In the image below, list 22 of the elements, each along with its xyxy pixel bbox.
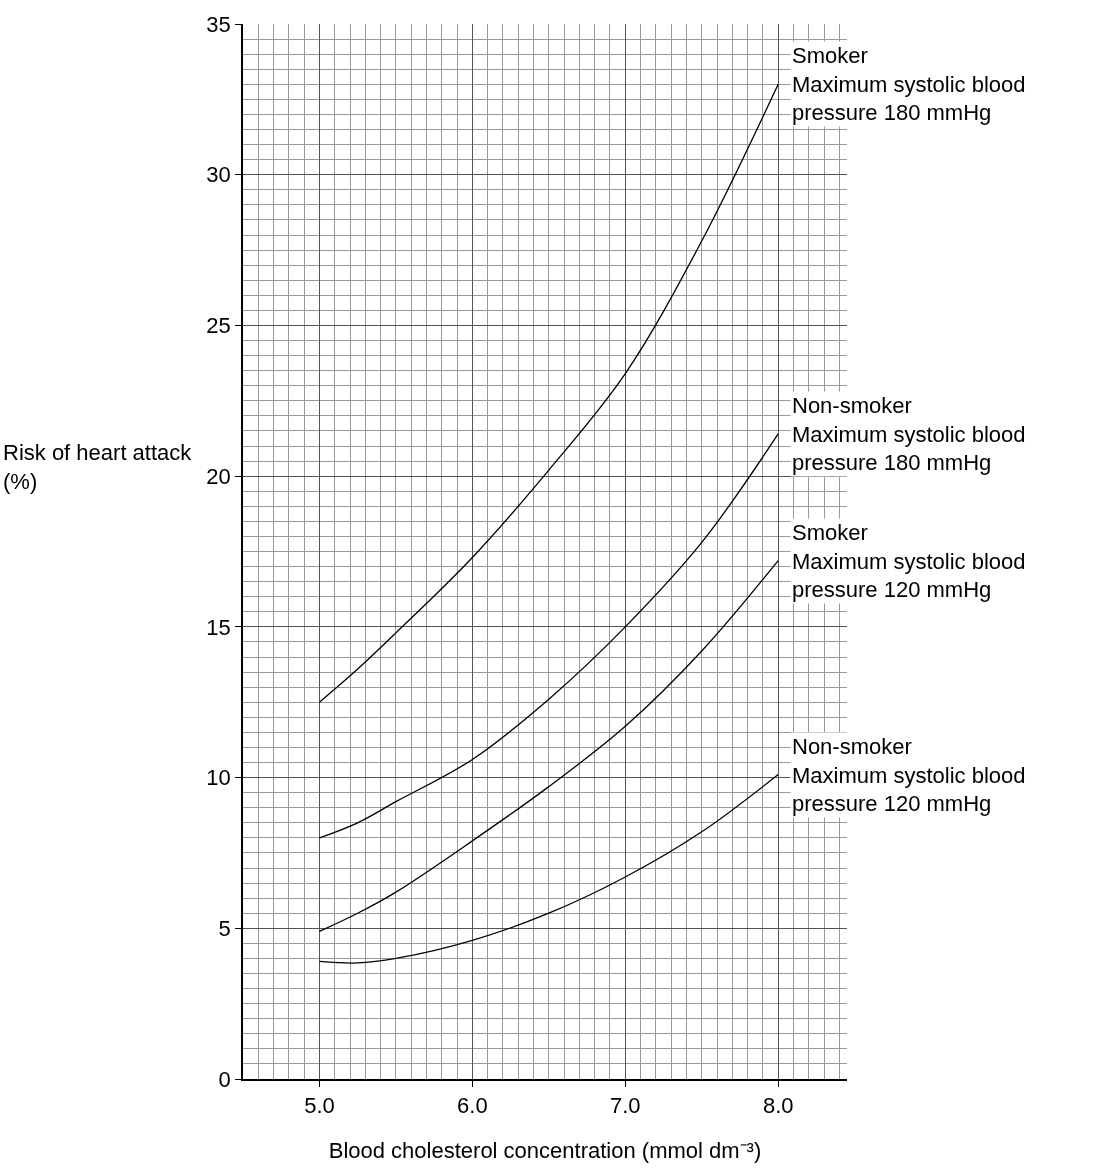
y-tick-label: 15 [206, 614, 231, 640]
series-label: Smoker Maximum systolic blood pressure 120 mmHg [792, 520, 1026, 603]
line-series [318, 83, 779, 703]
x-tick-label: 8.0 [762, 1093, 794, 1119]
x-tick-label: 6.0 [457, 1093, 488, 1119]
series-label: Non-smoker Maximum systolic blood pressure 180 mmHg [792, 393, 1026, 476]
line-series [318, 559, 779, 932]
line-series [318, 773, 779, 964]
y-tick-label: 20 [206, 463, 231, 489]
y-tick-label: 25 [206, 313, 231, 339]
y-tick-label: 5 [218, 915, 231, 941]
x-axis-title: Blood cholesterol concentration (mmol dm⁻³) [328, 1137, 762, 1163]
series-label: Smoker Maximum systolic blood pressure 180 mmHg [792, 43, 1026, 126]
series-label: Non-smoker Maximum systolic blood pressure 120 mmHg [792, 734, 1026, 817]
y-axis-title: Risk of heart attack (%) [3, 440, 193, 494]
line-series [318, 433, 779, 839]
y-tick-label: 30 [206, 162, 231, 188]
y-tick-label: 10 [206, 765, 231, 791]
x-tick-label: 7.0 [609, 1093, 641, 1119]
y-tick-label: 0 [218, 1066, 231, 1092]
x-tick-label: 5.0 [304, 1093, 335, 1119]
y-tick-label: 35 [206, 11, 231, 37]
